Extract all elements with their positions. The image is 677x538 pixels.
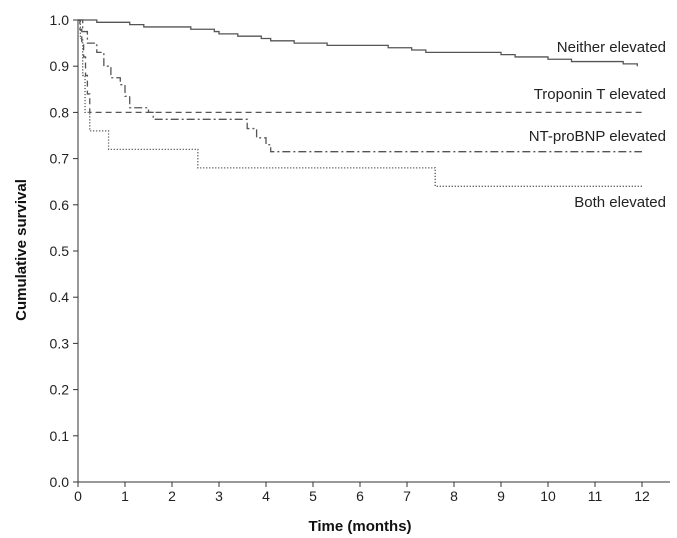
series-label: Neither elevated: [557, 39, 666, 56]
x-tick-label: 4: [262, 488, 270, 504]
series-label: Troponin T elevated: [534, 86, 666, 103]
axes: 0 1 2 3 4 5 6 7 8 9 10 11 120.00.10.20.30.40.50.60.7…: [50, 12, 670, 504]
x-tick-label: 10: [540, 488, 556, 504]
y-tick-label: 0.6: [50, 197, 70, 213]
x-tick-label: 2: [168, 488, 176, 504]
y-tick-label: 0.3: [50, 335, 70, 351]
x-tick-label: 7: [403, 488, 411, 504]
series-layer: [78, 19, 642, 187]
x-tick-label: 1: [121, 488, 129, 504]
x-tick-label: 12: [634, 488, 650, 504]
x-tick-label: 9: [497, 488, 505, 504]
x-tick-label: 8: [450, 488, 458, 504]
series-label: Both elevated: [574, 194, 666, 211]
y-tick-label: 0.7: [50, 151, 70, 167]
x-axis-title: Time (months): [308, 518, 411, 535]
x-tick-label: 0: [74, 488, 82, 504]
series-line-both-elevated: [78, 19, 642, 187]
y-tick-label: 0.8: [50, 104, 70, 120]
y-tick-label: 0.5: [50, 243, 70, 259]
x-tick-label: 6: [356, 488, 364, 504]
y-tick-label: 0.4: [50, 289, 70, 305]
y-tick-label: 0.2: [50, 382, 70, 398]
y-tick-label: 0.9: [50, 58, 70, 74]
y-tick-label: 0.1: [50, 428, 70, 444]
x-tick-label: 11: [588, 488, 603, 504]
y-axis-title: Cumulative survival: [13, 179, 30, 321]
series-line-neither-elevated: [78, 19, 638, 67]
series-labels: Neither elevated Troponin T elevated NT-pr…: [529, 39, 666, 211]
y-tick-label: 1.0: [50, 12, 70, 28]
x-tick-label: 5: [309, 488, 317, 504]
x-tick-label: 3: [215, 488, 223, 504]
series-line-troponin-t-elevated: [78, 19, 642, 114]
series-label: NT-proBNP elevated: [529, 128, 666, 145]
y-tick-label: 0.0: [50, 474, 70, 490]
